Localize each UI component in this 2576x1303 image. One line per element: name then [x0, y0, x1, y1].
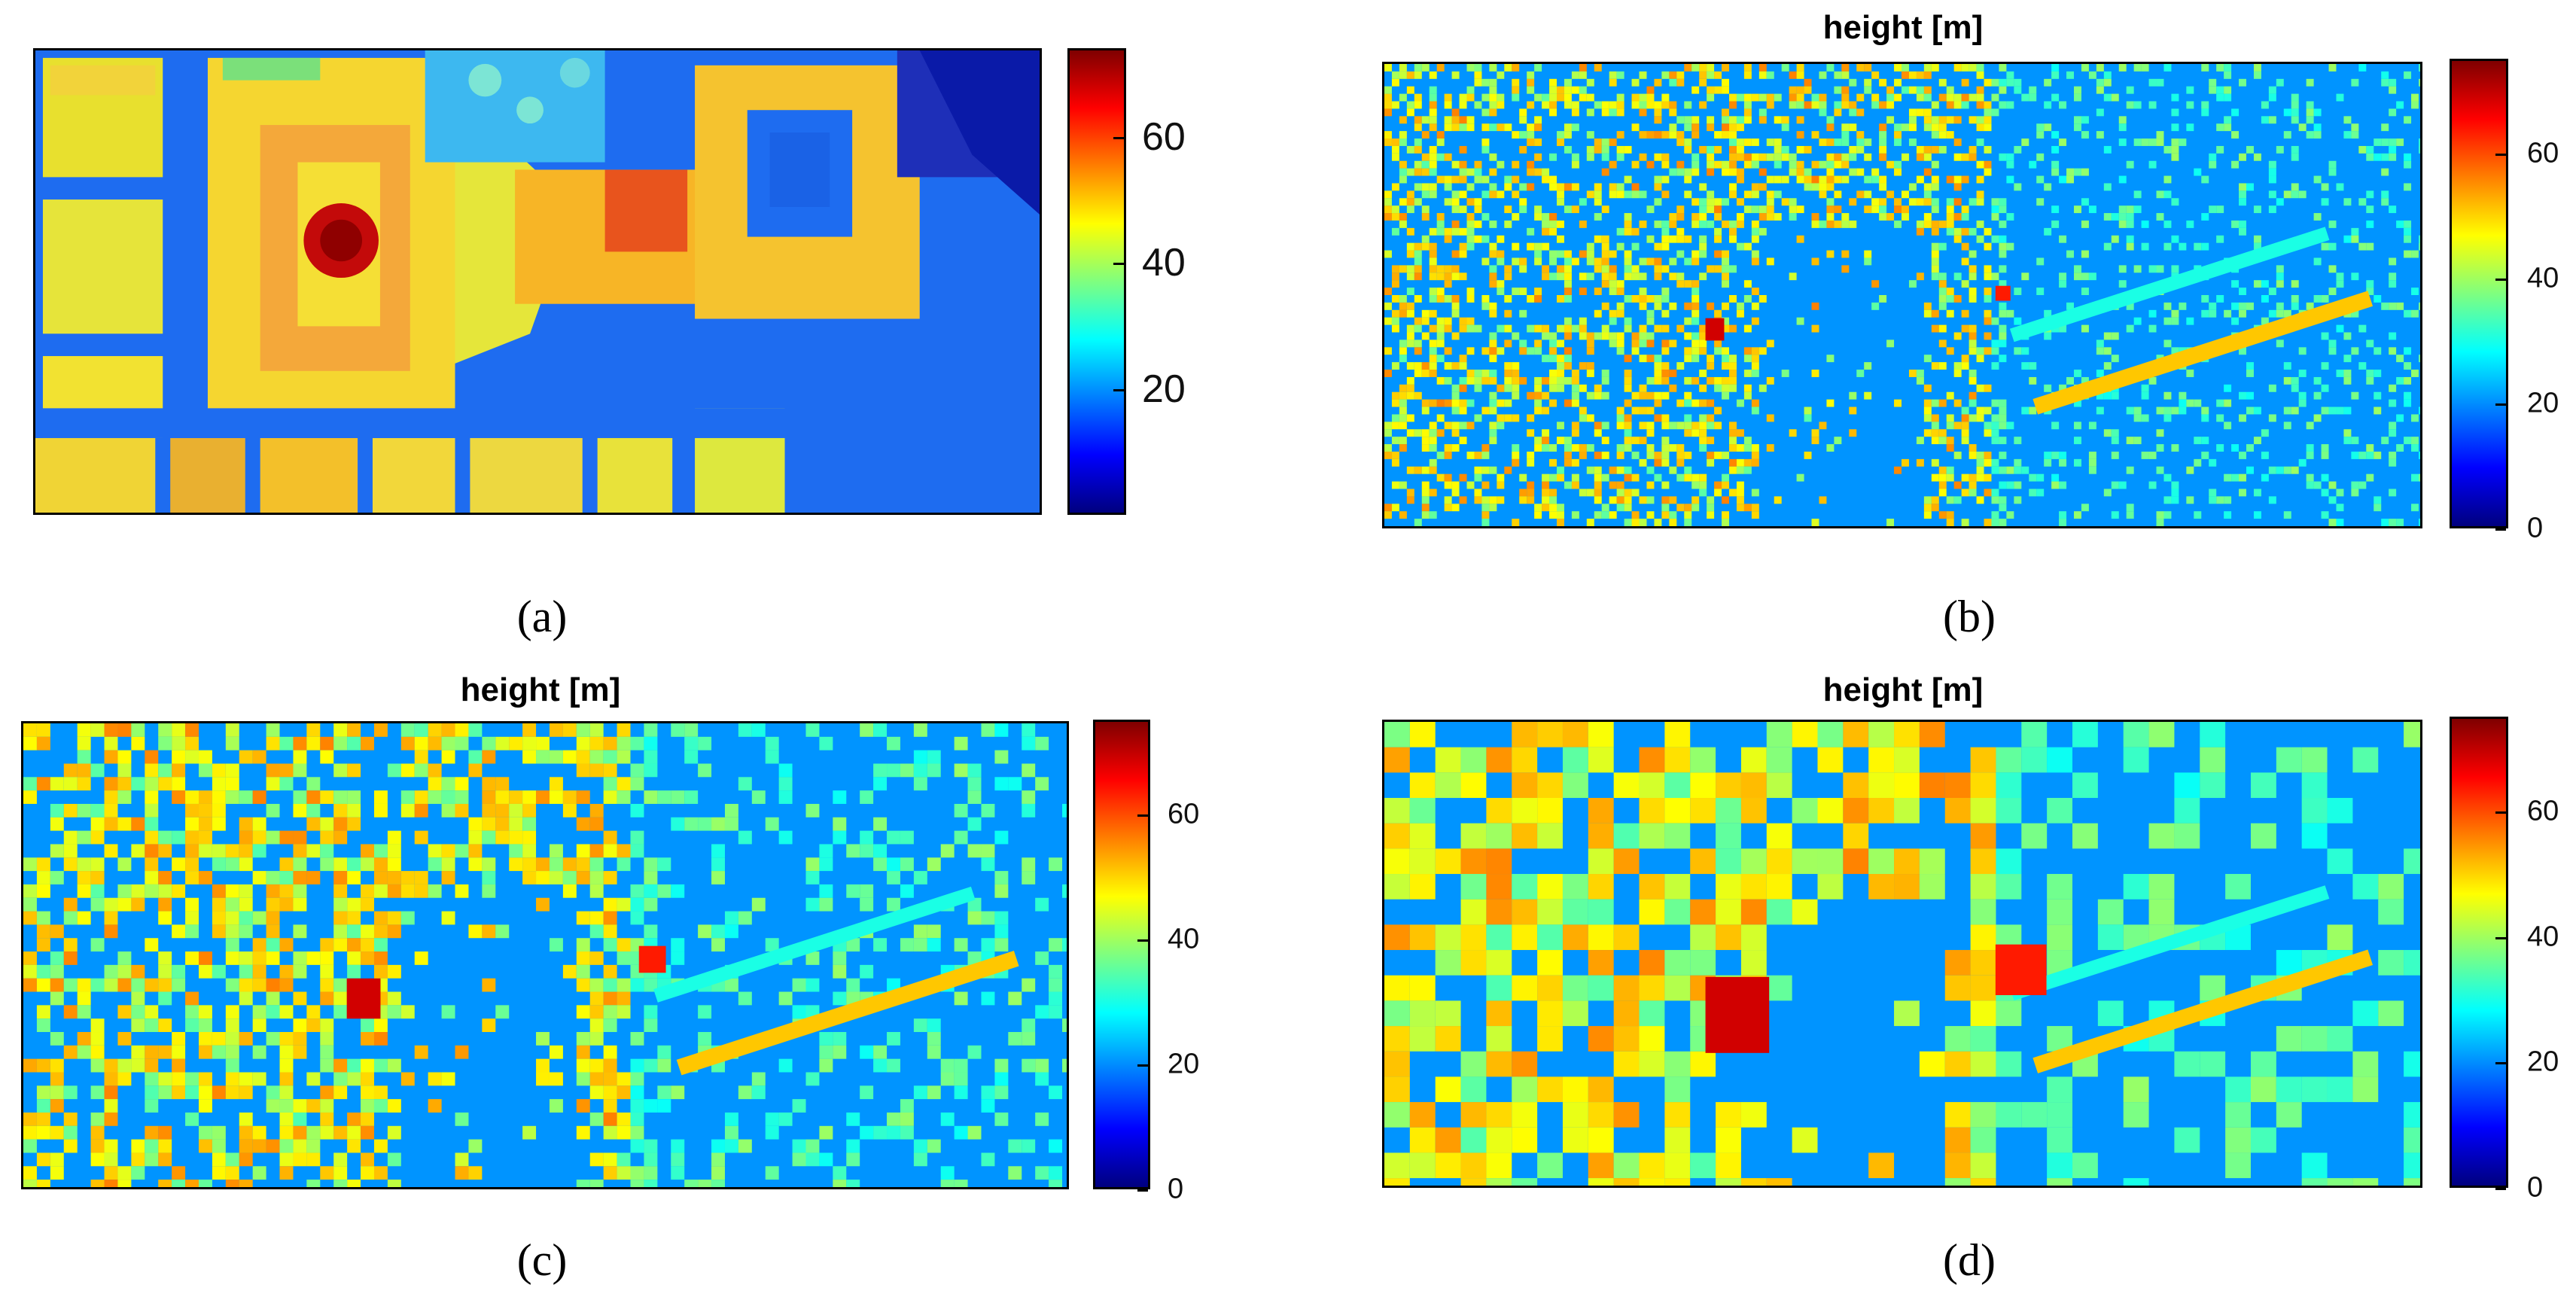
colorbar-b: 0 20 40 60 [2450, 59, 2559, 544]
colorbar-c: 0 20 40 60 [1093, 720, 1199, 1205]
colorbar-b-tick [2495, 279, 2506, 281]
panel-d-title: height [m] [1822, 671, 1984, 708]
colorbar-c-tick [1137, 1064, 1148, 1067]
colorbar-a-tick-label: 20 [1142, 367, 1186, 411]
colorbar-d-tick-label: 40 [2527, 921, 2559, 953]
colorbar-b-tick [2495, 403, 2506, 406]
colorbar-c-tick [1137, 814, 1148, 817]
colorbar-d-tick-label: 60 [2527, 795, 2559, 827]
caption-b: (b) [1943, 592, 1996, 641]
colorbar-d: 0 20 40 60 [2450, 717, 2559, 1204]
height-map-d-image [1384, 722, 2420, 1186]
colorbar-d-tick [2495, 811, 2506, 814]
caption-a: (a) [516, 592, 568, 641]
colorbar-c-tick-label: 0 [1168, 1173, 1184, 1205]
colorbar-a-tick-label: 40 [1142, 241, 1186, 285]
colorbar-a: 20 40 60 [1067, 48, 1186, 515]
colorbar-b-tick-label: 40 [2527, 262, 2559, 294]
colorbar-b-tick-label: 60 [2527, 137, 2559, 169]
colorbar-d-tick [2495, 1188, 2506, 1190]
height-map-b-image [1384, 64, 2420, 526]
height-map-a-image [35, 50, 1040, 513]
colorbar-b-tick [2495, 154, 2506, 156]
caption-c: (c) [516, 1235, 568, 1285]
colorbar-c-tick [1137, 939, 1148, 942]
colorbar-b-tick-label: 20 [2527, 387, 2559, 419]
colorbar-d-tick [2495, 937, 2506, 939]
colorbar-d-tick [2495, 1062, 2506, 1064]
colorbar-c-tick-label: 60 [1168, 798, 1200, 830]
colorbar-d-tick-label: 20 [2527, 1046, 2559, 1078]
height-map-b [1382, 62, 2422, 528]
colorbar-b-tick-label: 0 [2527, 512, 2544, 544]
colorbar-a-tick [1113, 263, 1124, 265]
panel-b-title: height [m] [1822, 9, 1984, 46]
colorbar-c-tick [1137, 1189, 1148, 1192]
height-map-c-image [23, 723, 1067, 1187]
colorbar-b-tick [2495, 528, 2506, 531]
colorbar-a-tick-label: 60 [1142, 115, 1186, 159]
panel-c-title: height [m] [460, 671, 621, 708]
colorbar-c-tick-label: 20 [1168, 1048, 1200, 1080]
height-map-c [21, 721, 1069, 1189]
colorbar-a-tick [1113, 389, 1124, 391]
colorbar-d-tick-label: 0 [2527, 1171, 2544, 1204]
height-map-a [33, 48, 1042, 515]
caption-d: (d) [1943, 1235, 1996, 1285]
height-map-d [1382, 720, 2422, 1188]
colorbar-a-tick [1113, 137, 1124, 139]
colorbar-c-tick-label: 40 [1168, 923, 1200, 955]
